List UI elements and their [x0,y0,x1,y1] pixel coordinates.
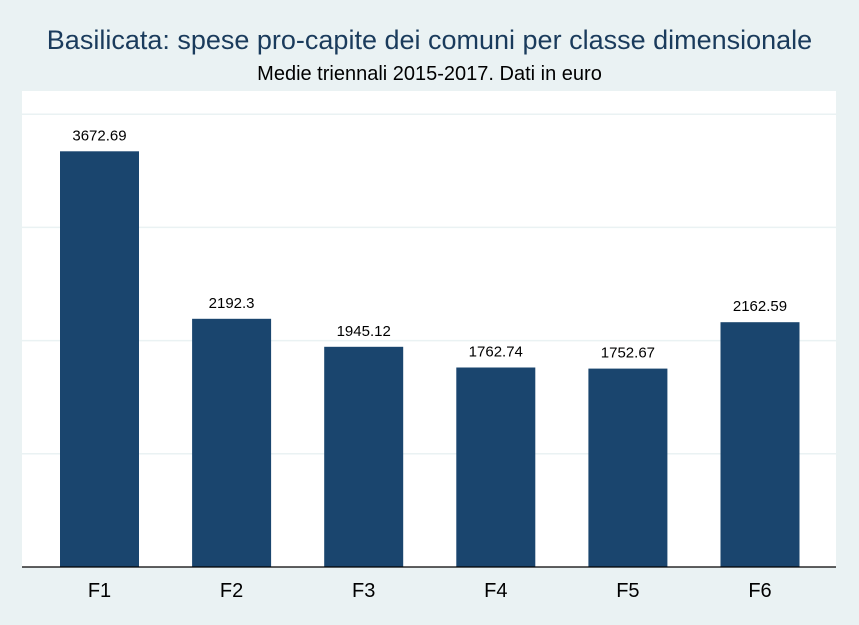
data-label-f5: 1752.67 [601,345,655,362]
data-label-f4: 1762.74 [469,344,523,361]
x-tick-label-f2: F2 [220,580,243,602]
bar-f3 [324,346,404,567]
bar-f4 [456,367,536,567]
bar-f6 [720,322,800,567]
data-label-f3: 1945.12 [337,323,391,340]
plot-area [22,91,836,567]
x-tick-label-f6: F6 [748,580,771,602]
chart-title: Basilicata: spese pro-capite dei comuni … [46,25,813,55]
x-tick-label-f1: F1 [88,580,111,602]
x-tick-label-f5: F5 [616,580,639,602]
bar-f5 [588,368,668,567]
gridlines [22,113,836,455]
x-axis-ticks: F1 F2 F3 F4 F5 F6 [88,580,772,602]
data-label-f1: 3672.69 [72,127,126,144]
chart-subtitle: Medie triennali 2015-2017. Dati in euro [257,63,602,85]
x-tick-label-f4: F4 [484,580,507,602]
bars: 3672.69 2192.3 1945.12 1762.74 1752.67 2162.5… [60,127,800,568]
bar-f2 [192,318,272,567]
bar-f1 [60,151,139,568]
data-label-f6: 2162.59 [733,298,787,315]
x-tick-label-f3: F3 [352,580,375,602]
data-label-f2: 2192.3 [209,295,255,312]
